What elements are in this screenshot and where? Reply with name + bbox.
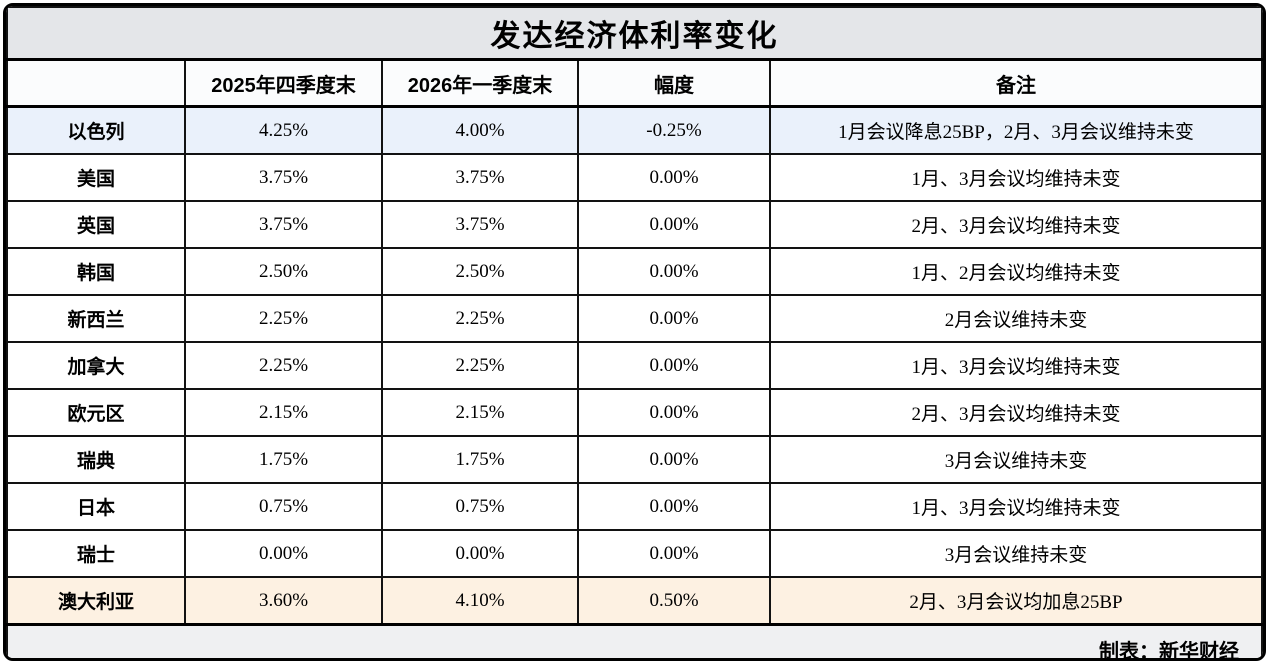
cell-change: -0.25% [577, 105, 771, 155]
cell-change: 0.00% [577, 388, 771, 437]
page-title: 发达经济体利率变化 [6, 6, 1263, 61]
cell-q4-2025: 2.15% [184, 388, 383, 437]
cell-q4-2025: 0.00% [184, 529, 383, 578]
cell-note: 1月、2月会议均维持未变 [769, 247, 1263, 296]
cell-change: 0.00% [577, 200, 771, 249]
table-row-uk: 英国 3.75% 3.75% 0.00% 2月、3月会议均维持未变 [6, 200, 1263, 249]
cell-note: 3月会议维持未变 [769, 435, 1263, 484]
cell-q1-2026: 1.75% [381, 435, 579, 484]
column-header-change: 幅度 [577, 58, 771, 108]
cell-country: 新西兰 [6, 294, 186, 343]
cell-note: 1月、3月会议均维持未变 [769, 341, 1263, 390]
table-row-eurozone: 欧元区 2.15% 2.15% 0.00% 2月、3月会议均维持未变 [6, 388, 1263, 437]
cell-q4-2025: 2.25% [184, 294, 383, 343]
cell-change: 0.00% [577, 435, 771, 484]
cell-change: 0.50% [577, 576, 771, 626]
column-header-q4-2025: 2025年四季度末 [184, 58, 383, 108]
cell-q1-2026: 2.50% [381, 247, 579, 296]
cell-q1-2026: 3.75% [381, 153, 579, 202]
table-row-japan: 日本 0.75% 0.75% 0.00% 1月、3月会议均维持未变 [6, 482, 1263, 531]
cell-q4-2025: 3.75% [184, 153, 383, 202]
cell-note: 2月、3月会议均加息25BP [769, 576, 1263, 626]
cell-q1-2026: 4.00% [381, 105, 579, 155]
cell-q1-2026: 0.00% [381, 529, 579, 578]
cell-country: 瑞典 [6, 435, 186, 484]
cell-q1-2026: 2.15% [381, 388, 579, 437]
cell-country: 美国 [6, 153, 186, 202]
rate-table: 发达经济体利率变化 2025年四季度末 2026年一季度末 幅度 备注 以色列 … [6, 6, 1263, 658]
cell-q4-2025: 2.50% [184, 247, 383, 296]
table-frame: 发达经济体利率变化 2025年四季度末 2026年一季度末 幅度 备注 以色列 … [3, 3, 1266, 661]
column-header-q1-2026: 2026年一季度末 [381, 58, 579, 108]
table-row-korea: 韩国 2.50% 2.50% 0.00% 1月、2月会议均维持未变 [6, 247, 1263, 296]
table-row-switzerland: 瑞士 0.00% 0.00% 0.00% 3月会议维持未变 [6, 529, 1263, 578]
cell-note: 1月会议降息25BP，2月、3月会议维持未变 [769, 105, 1263, 155]
table-row-israel: 以色列 4.25% 4.00% -0.25% 1月会议降息25BP，2月、3月会… [6, 105, 1263, 155]
cell-country: 瑞士 [6, 529, 186, 578]
cell-q4-2025: 4.25% [184, 105, 383, 155]
title-row: 发达经济体利率变化 [6, 6, 1263, 61]
cell-country: 加拿大 [6, 341, 186, 390]
cell-country: 以色列 [6, 105, 186, 155]
table-row-canada: 加拿大 2.25% 2.25% 0.00% 1月、3月会议均维持未变 [6, 341, 1263, 390]
header-row: 2025年四季度末 2026年一季度末 幅度 备注 [6, 58, 1263, 108]
cell-change: 0.00% [577, 247, 771, 296]
cell-q1-2026: 2.25% [381, 341, 579, 390]
table-row-sweden: 瑞典 1.75% 1.75% 0.00% 3月会议维持未变 [6, 435, 1263, 484]
cell-note: 1月、3月会议均维持未变 [769, 153, 1263, 202]
cell-q1-2026: 2.25% [381, 294, 579, 343]
table-row-new-zealand: 新西兰 2.25% 2.25% 0.00% 2月会议维持未变 [6, 294, 1263, 343]
cell-q4-2025: 3.75% [184, 200, 383, 249]
cell-change: 0.00% [577, 294, 771, 343]
cell-note: 2月、3月会议均维持未变 [769, 200, 1263, 249]
footer-row: 制表：新华财经 [6, 623, 1263, 658]
cell-change: 0.00% [577, 153, 771, 202]
cell-country: 韩国 [6, 247, 186, 296]
table-row-usa: 美国 3.75% 3.75% 0.00% 1月、3月会议均维持未变 [6, 153, 1263, 202]
cell-note: 2月会议维持未变 [769, 294, 1263, 343]
cell-note: 3月会议维持未变 [769, 529, 1263, 578]
cell-note: 1月、3月会议均维持未变 [769, 482, 1263, 531]
cell-country: 澳大利亚 [6, 576, 186, 626]
column-header-note: 备注 [769, 58, 1263, 108]
column-header-country [6, 58, 186, 108]
table-row-australia: 澳大利亚 3.60% 4.10% 0.50% 2月、3月会议均加息25BP [6, 576, 1263, 626]
cell-country: 欧元区 [6, 388, 186, 437]
cell-q4-2025: 2.25% [184, 341, 383, 390]
cell-change: 0.00% [577, 341, 771, 390]
cell-q1-2026: 0.75% [381, 482, 579, 531]
cell-country: 日本 [6, 482, 186, 531]
cell-note: 2月、3月会议均维持未变 [769, 388, 1263, 437]
cell-change: 0.00% [577, 529, 771, 578]
cell-q4-2025: 1.75% [184, 435, 383, 484]
source-credit: 制表：新华财经 [6, 623, 1263, 658]
cell-q1-2026: 4.10% [381, 576, 579, 626]
cell-country: 英国 [6, 200, 186, 249]
cell-change: 0.00% [577, 482, 771, 531]
cell-q4-2025: 0.75% [184, 482, 383, 531]
cell-q1-2026: 3.75% [381, 200, 579, 249]
cell-q4-2025: 3.60% [184, 576, 383, 626]
